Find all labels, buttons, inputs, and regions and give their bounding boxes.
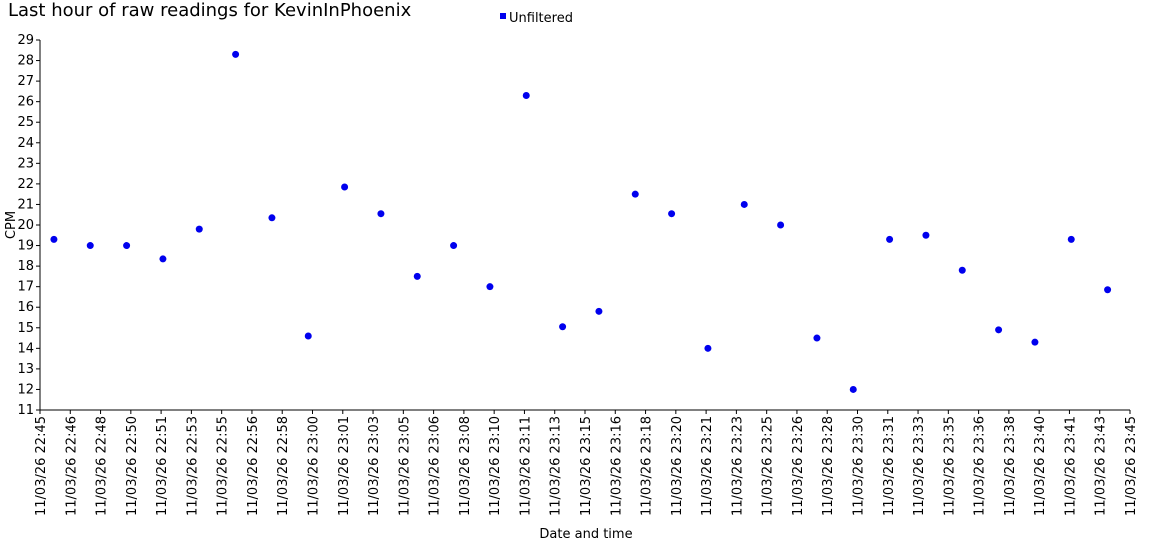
y-tick-label: 20: [17, 218, 34, 233]
y-tick-label: 26: [17, 95, 34, 110]
x-tick-label: 11/03/26 23:06: [428, 416, 443, 516]
point: [740, 200, 748, 208]
legend-label: Unfiltered: [509, 11, 573, 26]
y-axis-label: CPM: [4, 211, 19, 239]
y-tick-label: 23: [17, 156, 34, 171]
x-tick-label: 11/03/26 22:56: [246, 416, 261, 516]
point: [849, 385, 857, 393]
y-tick-label: 29: [17, 33, 34, 48]
x-tick-label: 11/03/26 22:53: [185, 416, 200, 516]
y-tick-label: 16: [17, 300, 34, 315]
x-tick-label: 11/03/26 23:15: [579, 416, 594, 516]
x-tick-label: 11/03/26 23:08: [458, 416, 473, 516]
point: [886, 235, 894, 243]
point: [123, 242, 131, 250]
x-tick-label: 11/03/26 23:26: [791, 416, 806, 516]
x-tick-label: 11/03/26 23:30: [852, 416, 867, 516]
x-tick-label: 11/03/26 23:00: [307, 416, 322, 516]
point: [595, 307, 603, 315]
point: [377, 210, 385, 218]
x-tick-label: 11/03/26 23:18: [640, 416, 655, 516]
point: [413, 272, 421, 280]
point: [958, 266, 966, 274]
point: [668, 210, 676, 218]
y-tick-label: 15: [17, 321, 34, 336]
point: [631, 190, 639, 198]
y-tick-label: 17: [17, 280, 34, 295]
x-tick-label: 11/03/26 23:11: [518, 416, 533, 516]
y-tick-label: 25: [17, 115, 34, 130]
x-tick-label: 11/03/26 23:20: [670, 416, 685, 516]
point: [813, 334, 821, 342]
x-tick-label: 11/03/26 23:28: [821, 416, 836, 516]
y-tick-label: 19: [17, 239, 34, 254]
point: [559, 323, 567, 331]
point: [50, 235, 58, 243]
x-tick-label: 11/03/26 23:31: [882, 416, 897, 516]
x-tick-label: 11/03/26 23:33: [912, 416, 927, 516]
point: [1031, 338, 1039, 346]
y-tick-label: 27: [17, 74, 34, 89]
point: [704, 344, 712, 352]
x-tick-label: 11/03/26 22:46: [64, 416, 79, 516]
y-tick-label: 11: [17, 403, 34, 418]
x-tick-label: 11/03/26 23:10: [488, 416, 503, 516]
x-tick-label: 11/03/26 22:58: [276, 416, 291, 516]
chart-title: Last hour of raw readings for KevinInPho…: [8, 0, 412, 21]
x-tick-label: 11/03/26 23:45: [1124, 416, 1139, 516]
point: [304, 332, 312, 340]
x-tick-label: 11/03/26 23:03: [367, 416, 382, 516]
x-tick-label: 11/03/26 23:36: [973, 416, 988, 516]
point: [195, 225, 203, 233]
point: [86, 242, 94, 250]
point: [486, 283, 494, 291]
y-tick-label: 18: [17, 259, 34, 274]
y-tick-label: 12: [17, 382, 34, 397]
x-tick-label: 11/03/26 22:55: [216, 416, 231, 516]
x-tick-label: 11/03/26 23:41: [1063, 416, 1078, 516]
y-tick-label: 22: [17, 177, 34, 192]
x-tick-label: 11/03/26 23:43: [1094, 416, 1109, 516]
x-tick-label: 11/03/26 23:13: [549, 416, 564, 516]
x-tick-label: 11/03/26 23:23: [730, 416, 745, 516]
point: [995, 326, 1003, 334]
x-tick-label: 11/03/26 23:01: [337, 416, 352, 516]
x-tick-label: 11/03/26 23:40: [1033, 416, 1048, 516]
legend-swatch: [500, 13, 506, 19]
x-tick-label: 11/03/26 23:21: [700, 416, 715, 516]
point: [522, 92, 530, 99]
point: [777, 221, 785, 229]
x-tick-label: 11/03/26 22:50: [125, 416, 140, 516]
point: [341, 183, 349, 191]
x-tick-label: 11/03/26 22:45: [34, 416, 49, 516]
point: [159, 255, 167, 263]
x-tick-label: 11/03/26 23:16: [609, 416, 624, 516]
x-axis-label: Date and time: [539, 527, 632, 542]
y-tick-label: 24: [17, 136, 34, 151]
point: [1104, 286, 1112, 294]
x-tick-label: 11/03/26 23:05: [397, 416, 412, 516]
point: [268, 214, 276, 222]
y-tick-label: 28: [17, 54, 34, 69]
x-tick-label: 11/03/26 22:51: [155, 416, 170, 516]
x-tick-label: 11/03/26 23:38: [1003, 416, 1018, 516]
point: [922, 231, 930, 239]
y-tick-label: 14: [17, 341, 34, 356]
point: [1067, 235, 1075, 243]
x-tick-label: 11/03/26 22:48: [95, 416, 110, 516]
x-tick-label: 11/03/26 23:25: [761, 416, 776, 516]
y-tick-label: 13: [17, 362, 34, 377]
point: [232, 50, 240, 58]
point: [450, 242, 458, 250]
y-tick-label: 21: [17, 197, 34, 212]
x-tick-label: 11/03/26 23:35: [942, 416, 957, 516]
